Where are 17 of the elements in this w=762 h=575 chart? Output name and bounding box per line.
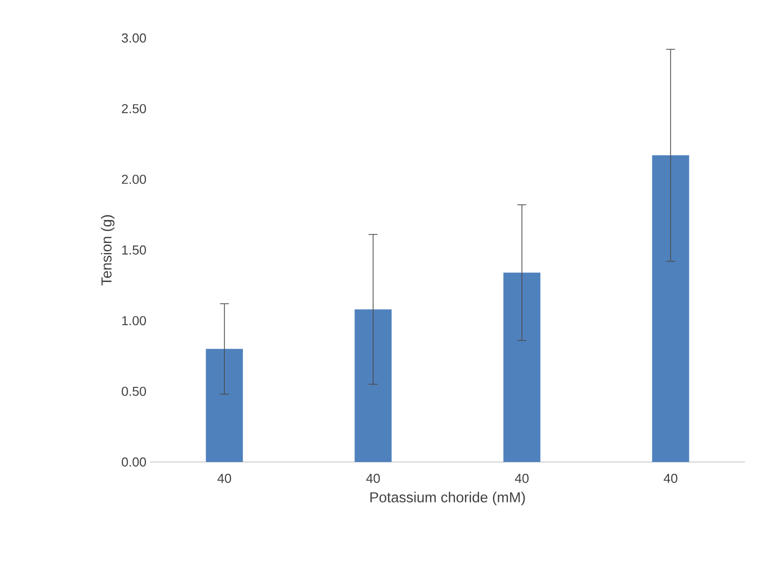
y-tick-label: 2.50: [122, 104, 146, 114]
x-tick-label: 40: [514, 474, 529, 483]
bar: [503, 272, 540, 462]
y-tick-label: 3.00: [122, 33, 146, 43]
bar: [652, 155, 690, 462]
y-tick-label: 0.00: [122, 457, 146, 467]
bar: [354, 309, 392, 462]
y-tick-label: 1.00: [122, 316, 146, 326]
y-tick-label: 2.00: [122, 174, 146, 184]
x-tick-label: 40: [217, 474, 232, 483]
y-tick-label: 0.50: [122, 386, 146, 396]
y-tick-label: 1.50: [122, 245, 146, 255]
bar: [206, 348, 243, 462]
x-tick-label: 40: [366, 474, 380, 483]
x-axis-title: Potassium choride (mM): [370, 492, 525, 506]
x-tick-label: 40: [664, 474, 678, 483]
y-axis-title: Tension (g): [100, 215, 114, 286]
